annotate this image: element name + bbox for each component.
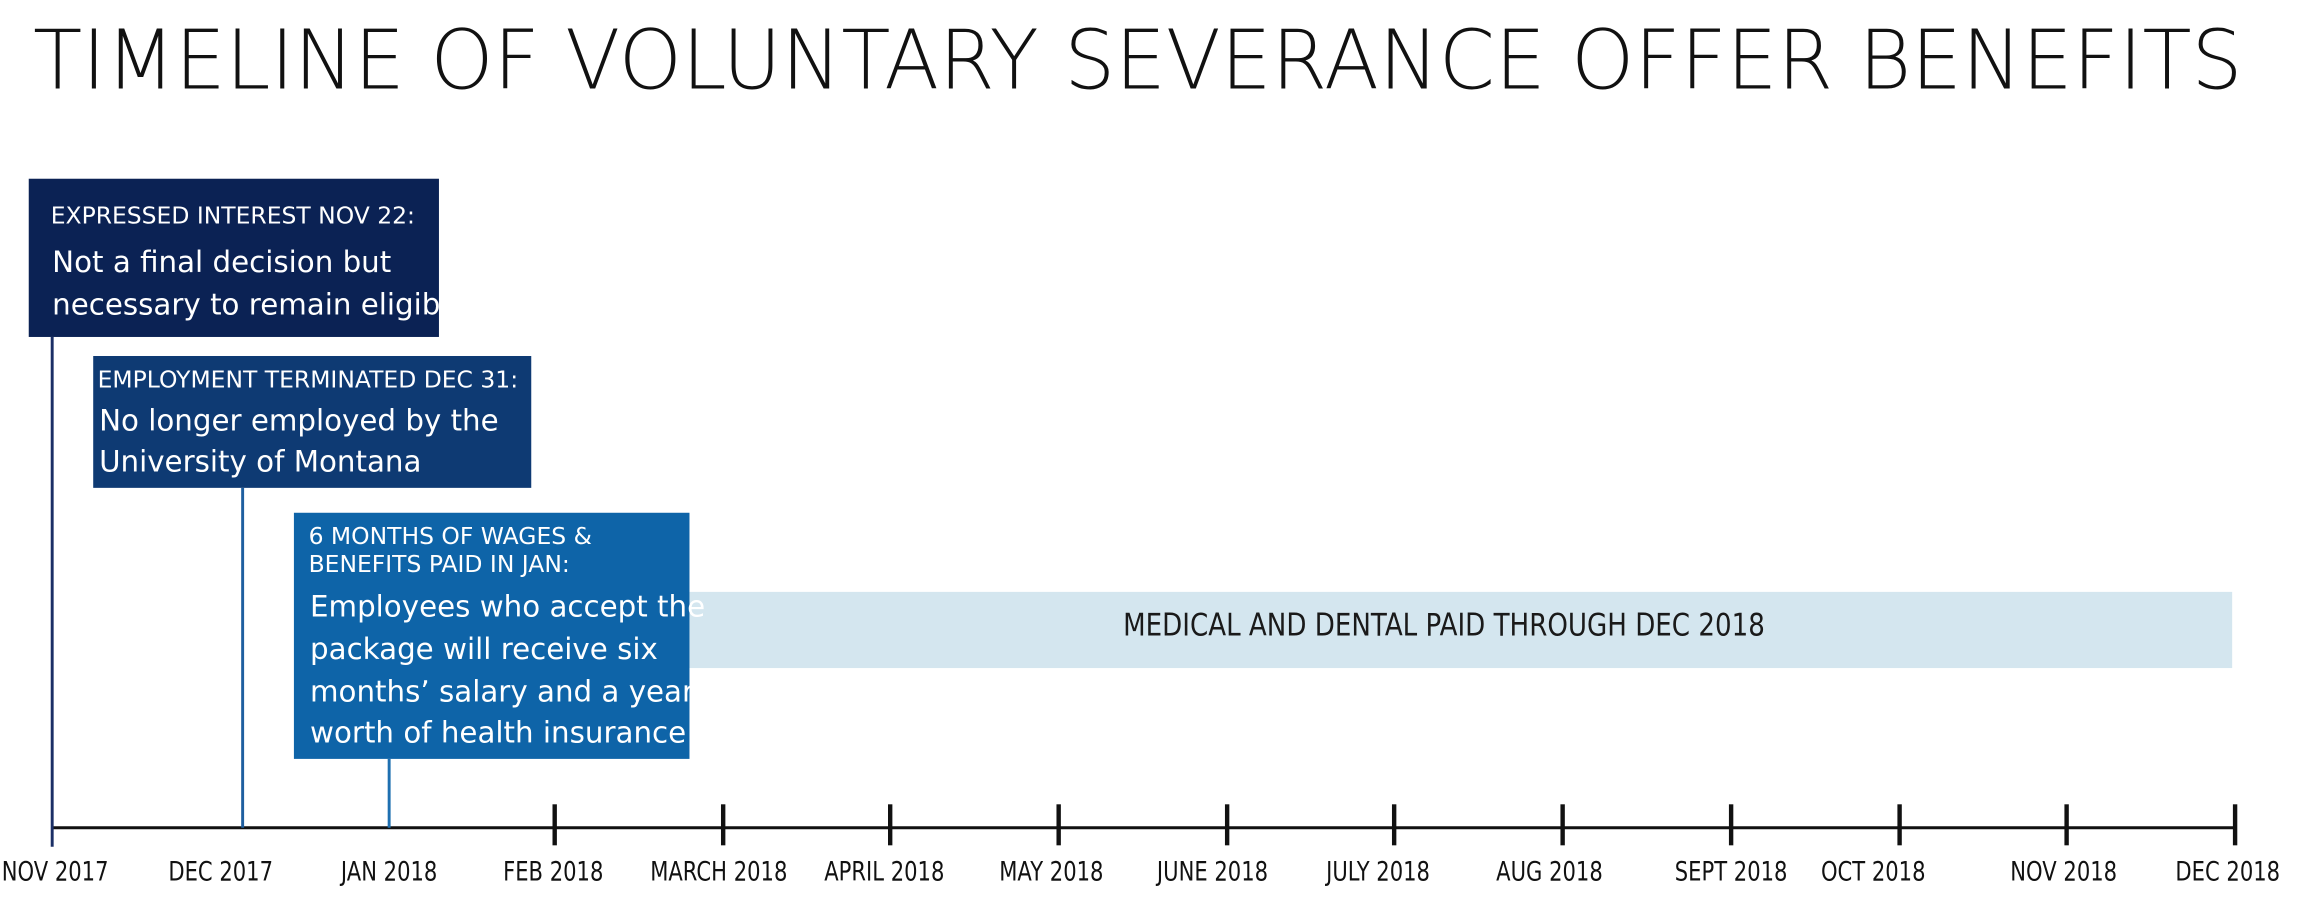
title: TIMELINE OF VOLUNTARY SEVERANCE OFFER BE… bbox=[33, 13, 2242, 108]
event-heading: EMPLOYMENT TERMINATED DEC 31: bbox=[98, 365, 519, 393]
event-body: Employees who accept the bbox=[310, 589, 705, 623]
band bbox=[689, 591, 2233, 669]
axis-label: SEPT 2018 bbox=[1675, 858, 1788, 888]
event-body: University of Montana bbox=[99, 444, 421, 478]
axis-label: JAN 2018 bbox=[339, 858, 437, 888]
event-body: package will receive six bbox=[310, 632, 658, 666]
event-body: worth of health insurance bbox=[310, 715, 686, 749]
axis-label: DEC 2017 bbox=[168, 858, 273, 888]
event-body: necessary to remain eligible bbox=[52, 288, 466, 322]
axis-label: APRIL 2018 bbox=[824, 858, 944, 888]
event-box bbox=[293, 512, 690, 759]
event-heading: 6 MONTHS OF WAGES & bbox=[309, 522, 592, 550]
event-heading: BENEFITS PAID IN JAN: bbox=[309, 550, 570, 578]
event-heading: EXPRESSED INTEREST NOV 22: bbox=[51, 201, 415, 229]
axis-label: JULY 2018 bbox=[1325, 858, 1430, 888]
event-body: months’ salary and a year’s bbox=[310, 674, 719, 708]
axis-label: DEC 2018 bbox=[2175, 858, 2280, 888]
event-box bbox=[28, 178, 439, 337]
event-box bbox=[93, 356, 532, 488]
axis-label: JUNE 2018 bbox=[1155, 858, 1268, 888]
axis-label: FEB 2018 bbox=[503, 858, 603, 888]
axis-label: NOV 2018 bbox=[2010, 858, 2117, 888]
axis-label: NOV 2017 bbox=[2, 858, 109, 888]
event-body: Not a final decision but bbox=[52, 245, 391, 279]
axis-label: AUG 2018 bbox=[1496, 858, 1603, 888]
axis-label: MARCH 2018 bbox=[650, 858, 787, 888]
axis-label: MAY 2018 bbox=[999, 858, 1103, 888]
axis-label: OCT 2018 bbox=[1821, 858, 1926, 888]
event-body: No longer employed by the bbox=[99, 403, 499, 437]
band-label: MEDICAL AND DENTAL PAID THROUGH DEC 2018 bbox=[1123, 608, 1765, 644]
